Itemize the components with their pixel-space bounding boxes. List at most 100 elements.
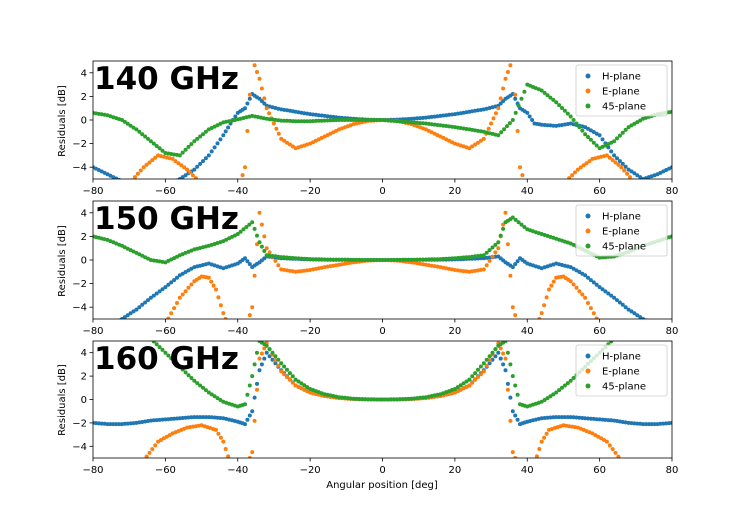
data-point: [525, 110, 530, 115]
legend-marker: [585, 243, 591, 249]
data-point: [630, 327, 634, 331]
data-point: [290, 144, 295, 149]
data-point: [510, 265, 515, 270]
data-point: [632, 421, 637, 426]
data-point: [363, 397, 368, 402]
data-point: [189, 282, 194, 287]
data-point: [496, 350, 501, 355]
data-point: [183, 415, 188, 420]
data-point: [501, 86, 506, 91]
data-point: [267, 117, 272, 122]
data-point: [429, 257, 434, 262]
data-point: [481, 136, 486, 141]
data-point: [629, 169, 634, 174]
data-point: [653, 327, 657, 331]
data-point: [153, 155, 158, 160]
data-point: [505, 381, 510, 386]
data-point: [670, 420, 672, 425]
data-point: [114, 422, 119, 427]
data-point: [147, 160, 152, 165]
data-point: [568, 279, 573, 284]
data-point: [177, 295, 182, 300]
data-point: [276, 363, 281, 368]
data-point: [484, 357, 489, 362]
data-point: [599, 436, 604, 441]
data-point: [597, 255, 602, 260]
data-point: [620, 161, 625, 166]
data-point: [302, 256, 307, 261]
data-point: [583, 295, 588, 300]
data-point: [604, 153, 609, 158]
legend-marker: [585, 103, 591, 109]
data-point: [481, 369, 486, 374]
data-point: [154, 418, 159, 423]
data-point: [214, 427, 218, 432]
data-point: [565, 381, 570, 386]
data-point: [245, 259, 250, 264]
data-point: [108, 422, 113, 427]
data-point: [577, 270, 582, 274]
data-point: [548, 394, 553, 399]
data-point: [670, 109, 672, 114]
data-point: [176, 161, 181, 166]
data-point: [503, 76, 508, 81]
data-point: [215, 415, 220, 420]
data-point: [513, 313, 518, 318]
data-point: [635, 421, 640, 426]
data-point: [612, 139, 617, 144]
data-point: [203, 388, 208, 393]
data-point: [166, 316, 171, 319]
x-tick-label: −80: [82, 326, 103, 337]
data-point: [421, 257, 425, 262]
data-point: [129, 327, 133, 331]
data-point: [421, 395, 425, 400]
x-tick-label: −40: [227, 186, 248, 197]
data-point: [198, 161, 203, 166]
y-tick-label: 0: [81, 116, 87, 127]
data-point: [203, 156, 208, 161]
data-point: [476, 367, 480, 372]
data-point: [180, 416, 185, 420]
data-point: [226, 454, 231, 458]
data-point: [141, 165, 146, 170]
data-point: [523, 181, 527, 185]
data-point: [610, 158, 615, 163]
data-point: [540, 189, 544, 193]
data-point: [549, 283, 554, 288]
data-point: [192, 167, 197, 172]
data-point: [177, 416, 182, 421]
data-point: [551, 123, 556, 128]
data-point: [513, 456, 518, 458]
data-point: [360, 397, 365, 402]
data-point: [554, 100, 559, 105]
data-point: [285, 255, 289, 260]
data-point: [435, 257, 440, 262]
data-point: [377, 258, 382, 262]
data-point: [515, 417, 520, 422]
data-point: [510, 305, 515, 310]
data-point: [458, 255, 463, 260]
data-point: [406, 396, 411, 401]
data-point: [150, 158, 155, 163]
data-point: [313, 257, 318, 262]
data-point: [623, 305, 628, 310]
x-tick-label: −60: [155, 326, 176, 337]
data-point: [342, 118, 347, 122]
data-point: [247, 313, 252, 318]
data-point: [571, 266, 576, 271]
data-point: [122, 421, 127, 426]
data-point: [473, 254, 478, 259]
data-point: [565, 415, 570, 420]
data-point: [221, 189, 225, 193]
data-point: [632, 327, 636, 331]
data-point: [559, 183, 563, 187]
data-point: [577, 415, 582, 420]
data-point: [557, 388, 562, 393]
data-point: [186, 144, 191, 149]
data-point: [144, 162, 149, 167]
data-point: [487, 361, 492, 366]
data-point: [252, 395, 257, 400]
data-point: [144, 454, 149, 458]
data-point: [626, 167, 631, 172]
data-point: [452, 256, 457, 261]
